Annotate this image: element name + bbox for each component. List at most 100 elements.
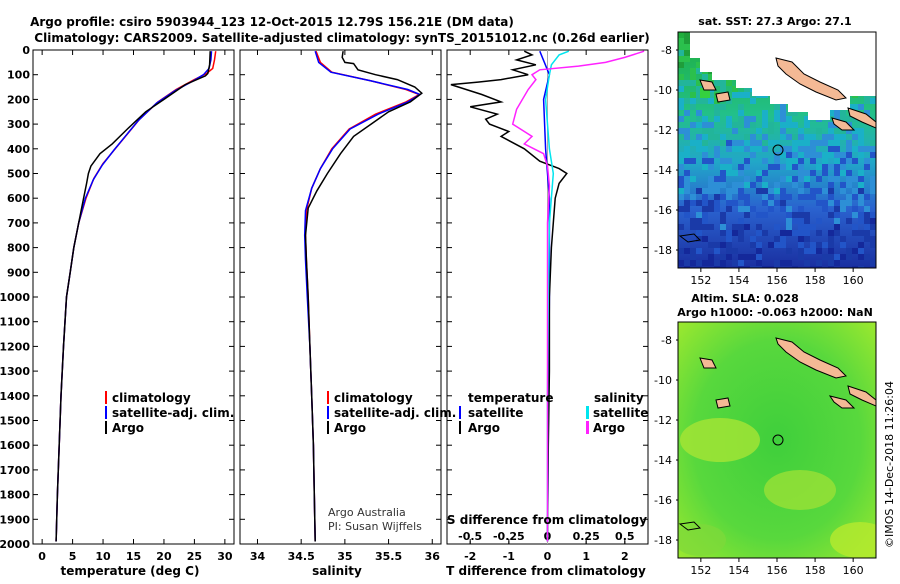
- sst-pixel: [822, 152, 828, 158]
- sst-pixel: [714, 188, 720, 194]
- sst-pixel: [840, 110, 846, 116]
- sst-pixel: [678, 224, 684, 230]
- sst-pixel: [684, 170, 690, 176]
- sst-pixel: [678, 152, 684, 158]
- sla-patch-4: [678, 524, 726, 556]
- sst-pixel: [828, 200, 834, 206]
- sst-pixel: [726, 80, 732, 86]
- sst-pixel: [708, 164, 714, 170]
- sst-pixel: [720, 170, 726, 176]
- depth-tick-label: 1900: [0, 513, 30, 526]
- sst-pixel: [696, 212, 702, 218]
- sla-map-title-line1: Altim. SLA: 0.028: [691, 292, 798, 305]
- depth-tick-label: 500: [7, 168, 30, 181]
- legend-label-satellite: satellite-adj. clim.: [334, 406, 456, 420]
- sst-pixel: [684, 266, 690, 268]
- sst-pixel: [798, 134, 804, 140]
- sst-pixel: [678, 164, 684, 170]
- sst-pixel: [720, 176, 726, 182]
- sst-pixel: [792, 146, 798, 152]
- sst-pixel: [780, 164, 786, 170]
- legend-label-climatology: climatology: [112, 391, 191, 405]
- sst-pixel: [714, 176, 720, 182]
- sst-pixel: [846, 146, 852, 152]
- sst-pixel: [726, 146, 732, 152]
- sst-pixel: [696, 68, 702, 74]
- lon-tick-label: 152: [690, 564, 711, 577]
- cloud-mask: [690, 32, 876, 120]
- sst-pixel: [702, 116, 708, 122]
- sst-pixel: [732, 230, 738, 236]
- sst-pixel: [738, 260, 744, 266]
- sst-pixel: [708, 128, 714, 134]
- sst-pixel: [708, 158, 714, 164]
- depth-tick-label: 1400: [0, 390, 30, 403]
- x-tick-label: 5: [69, 550, 77, 563]
- sst-pixel: [690, 176, 696, 182]
- sst-pixel: [738, 254, 744, 260]
- sst-pixel: [858, 188, 864, 194]
- sst-pixel: [738, 206, 744, 212]
- sst-pixel: [744, 176, 750, 182]
- sst-pixel: [744, 164, 750, 170]
- sst-pixel: [822, 140, 828, 146]
- sst-pixel: [864, 164, 870, 170]
- sst-pixel: [720, 104, 726, 110]
- sst-pixel: [762, 266, 768, 268]
- sst-pixel: [780, 236, 786, 242]
- lat-tick-label: -14: [654, 454, 672, 467]
- sst-pixel: [858, 182, 864, 188]
- sst-map: [678, 32, 876, 268]
- sst-pixel: [840, 170, 846, 176]
- sst-pixel: [804, 140, 810, 146]
- sst-pixel: [786, 212, 792, 218]
- sst-pixel: [870, 140, 876, 146]
- sst-pixel: [732, 146, 738, 152]
- x-tick-label: 1: [582, 550, 590, 563]
- sst-pixel: [756, 248, 762, 254]
- sst-pixel: [798, 212, 804, 218]
- sst-pixel: [858, 254, 864, 260]
- lat-tick-label: -18: [654, 244, 672, 257]
- sst-pixel: [792, 152, 798, 158]
- sst-pixel: [678, 260, 684, 266]
- sst-pixel: [708, 134, 714, 140]
- sst-pixel: [792, 158, 798, 164]
- sst-pixel: [846, 152, 852, 158]
- sst-pixel: [702, 152, 708, 158]
- sst-pixel: [774, 182, 780, 188]
- sst-pixel: [822, 242, 828, 248]
- sst-pixel: [822, 158, 828, 164]
- sst-pixel: [678, 56, 684, 62]
- sst-pixel: [864, 224, 870, 230]
- sst-pixel: [810, 140, 816, 146]
- sst-pixel: [858, 248, 864, 254]
- sst-pixel: [678, 86, 684, 92]
- temperature-legend: climatology satellite-adj. clim. Argo: [105, 391, 234, 435]
- sst-pixel: [762, 200, 768, 206]
- sst-pixel: [738, 182, 744, 188]
- sst-pixel: [732, 248, 738, 254]
- sst-pixel: [852, 134, 858, 140]
- sst-pixel: [804, 116, 810, 122]
- figure-title-line1: Argo profile: csiro 5903944_123 12-Oct-2…: [30, 15, 514, 30]
- sst-pixel: [816, 164, 822, 170]
- sst-pixel: [684, 212, 690, 218]
- sst-pixel: [780, 122, 786, 128]
- lat-tick-label: -10: [654, 374, 672, 387]
- sst-pixel: [798, 164, 804, 170]
- sst-pixel: [744, 158, 750, 164]
- legend-label-s-argo: Argo: [593, 421, 625, 435]
- sst-pixel: [774, 260, 780, 266]
- sst-pixel: [762, 134, 768, 140]
- sst-pixel: [744, 254, 750, 260]
- sst-pixel: [762, 194, 768, 200]
- sst-pixel: [834, 212, 840, 218]
- sst-pixel: [720, 230, 726, 236]
- sst-pixel: [684, 38, 690, 44]
- sst-pixel: [816, 140, 822, 146]
- sst-pixel: [678, 104, 684, 110]
- sst-pixel: [834, 254, 840, 260]
